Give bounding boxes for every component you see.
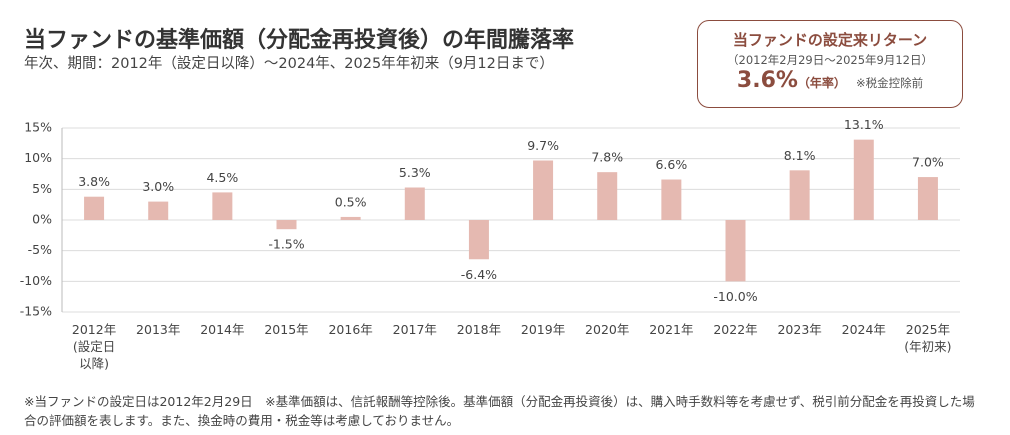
box-value-row: 3.6%（年率） ※税金控除前 <box>698 68 962 93</box>
bar <box>148 201 169 220</box>
x-tick-label: 2012年 (設定日 以降) <box>71 322 117 371</box>
return-box: 当ファンドの設定来リターン （2012年2月29日～2025年9月12日） 3.… <box>697 20 963 108</box>
x-tick-label: 2022年 <box>713 322 758 337</box>
y-tick-label: -10% <box>20 273 52 288</box>
bar <box>212 192 233 220</box>
x-tick-label: 2023年 <box>777 322 822 337</box>
value-label: 9.7% <box>527 138 559 153</box>
y-tick-label: -5% <box>28 242 52 257</box>
value-label: 6.6% <box>655 157 687 172</box>
box-note: ※税金控除前 <box>855 76 924 90</box>
x-tick-label: 2024年 <box>841 322 886 337</box>
x-tick-label: 2014年 <box>200 322 245 337</box>
y-tick-label: 5% <box>32 181 52 196</box>
bar <box>276 220 297 230</box>
x-tick-label: 2013年 <box>136 322 181 337</box>
value-label: 5.3% <box>399 165 431 180</box>
bar <box>661 179 682 220</box>
bar <box>725 220 746 282</box>
value-label: 13.1% <box>844 117 884 132</box>
bar <box>340 216 361 220</box>
box-period: （2012年2月29日～2025年9月12日） <box>727 53 933 67</box>
footnote: ※当ファンドの設定日は2012年2月29日 ※基準価額は、信託報酬等控除後。基準… <box>24 394 975 428</box>
x-tick-label: 2025年 (年初来) <box>904 322 952 354</box>
bar <box>597 172 618 220</box>
x-tick-label: 2021年 <box>649 322 694 337</box>
x-tick-label: 2018年 <box>456 322 502 337</box>
value-label: 3.0% <box>142 179 174 194</box>
y-tick-label: -15% <box>20 304 52 319</box>
box-value: 3.6% <box>736 68 798 93</box>
value-label: 4.5% <box>206 170 238 185</box>
bar <box>789 170 810 220</box>
y-tick-label: 15% <box>24 120 52 135</box>
bar <box>917 177 938 220</box>
bar <box>404 187 425 220</box>
box-title: 当ファンドの設定来リターン <box>732 31 928 49</box>
value-label: 7.8% <box>591 150 623 165</box>
value-label: -1.5% <box>268 237 304 252</box>
bar <box>853 139 874 220</box>
bar <box>84 196 105 220</box>
x-tick-label: 2017年 <box>392 322 437 337</box>
value-label: 7.0% <box>912 155 944 170</box>
value-label: -6.4% <box>461 267 497 282</box>
x-tick-label: 2016年 <box>328 322 373 337</box>
y-tick-label: 0% <box>32 212 52 227</box>
x-tick-label: 2015年 <box>264 322 309 337</box>
value-label: 0.5% <box>335 194 367 209</box>
bar <box>468 220 489 260</box>
value-label: -10.0% <box>713 289 757 304</box>
box-unit: （年率） <box>797 76 846 90</box>
x-tick-label: 2020年 <box>585 322 630 337</box>
value-label: 3.8% <box>78 174 110 189</box>
bar <box>533 160 554 220</box>
subtitle: 年次、期間：2012年（設定日以降）～2024年、2025年年初来（9月12日ま… <box>24 56 554 72</box>
title: 当ファンドの基準価額（分配金再投資後）の年間騰落率 <box>24 28 575 53</box>
value-label: 8.1% <box>784 148 816 163</box>
y-tick-label: 10% <box>24 150 52 165</box>
x-tick-label: 2019年 <box>520 322 566 337</box>
